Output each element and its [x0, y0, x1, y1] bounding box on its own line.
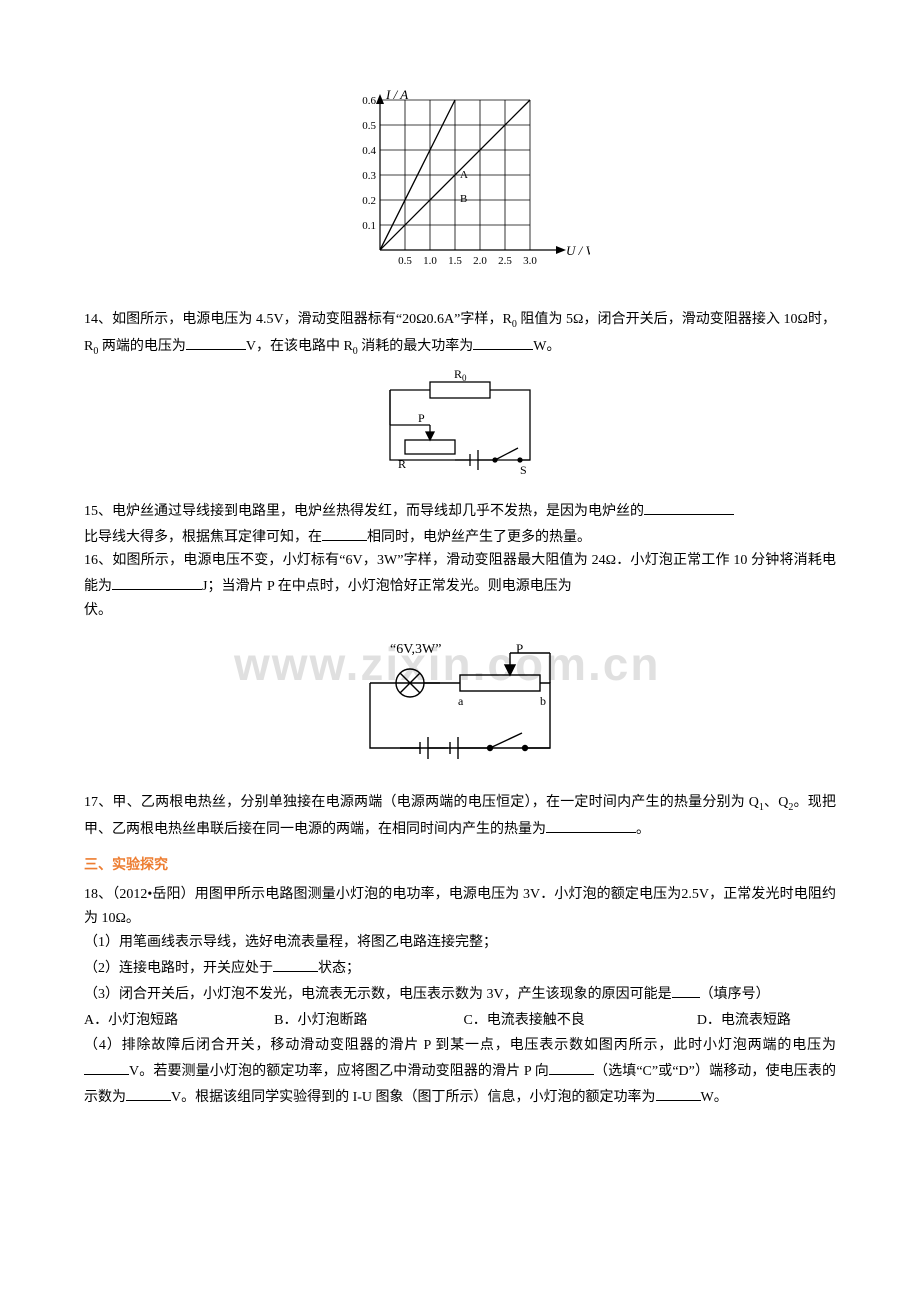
iu-chart-svg: A B 0.1 0.2 0.3 0.4 0.5 0.6 0.5 1.0 1.5 …	[330, 90, 590, 290]
iu-chart-figure: A B 0.1 0.2 0.3 0.4 0.5 0.6 0.5 1.0 1.5 …	[84, 90, 836, 290]
q14-blank1[interactable]	[186, 333, 246, 350]
q18-p3-blank[interactable]	[672, 981, 700, 998]
svg-text:0.5: 0.5	[362, 120, 376, 132]
q18-p4-blank2[interactable]	[549, 1058, 594, 1075]
choice-a[interactable]: A．小灯泡短路	[84, 1009, 178, 1033]
q18-choices: A．小灯泡短路 B．小灯泡断路 C．电流表接触不良 D．电流表短路	[84, 1009, 836, 1033]
q16-text: 16、如图所示，电源电压不变，小灯标有“6V，3W”字样，滑动变阻器最大阻值为 …	[84, 549, 836, 622]
q18-p2: （2）连接电路时，开关应处于状态；	[84, 955, 836, 981]
svg-text:0.3: 0.3	[362, 170, 376, 182]
q18-p2-blank[interactable]	[273, 955, 318, 972]
svg-text:0.4: 0.4	[362, 145, 376, 157]
svg-text:0.2: 0.2	[362, 195, 376, 207]
choice-d[interactable]: D．电流表短路	[697, 1009, 791, 1033]
x-axis-label: U / V	[566, 243, 590, 258]
q17-blank[interactable]	[546, 816, 636, 833]
svg-text:S: S	[520, 463, 527, 477]
svg-text:3.0: 3.0	[523, 255, 537, 267]
y-axis-label: I / A	[385, 90, 408, 102]
svg-text:“6V,3W”: “6V,3W”	[390, 642, 441, 657]
choice-c[interactable]: C．电流表接触不良	[463, 1009, 584, 1033]
q16-circuit-svg: “6V,3W” P a b	[330, 633, 590, 773]
svg-text:P: P	[418, 411, 425, 425]
q15-blank2[interactable]	[322, 524, 367, 541]
svg-text:P: P	[516, 641, 523, 656]
q18-p3: （3）闭合开关后，小灯泡不发光，电流表无示数，电压表示数为 3V，产生该现象的原…	[84, 981, 836, 1007]
chart-label-a: A	[460, 169, 468, 181]
q18-p4: （4）排除故障后闭合开关，移动滑动变阻器的滑片 P 到某一点，电压表示数如图丙所…	[84, 1034, 836, 1110]
svg-text:1.5: 1.5	[448, 255, 462, 267]
q18-p4-blank3[interactable]	[126, 1084, 171, 1101]
q14-blank2[interactable]	[473, 333, 533, 350]
q14-text: 14、如图所示，电源电压为 4.5V，滑动变阻器标有“20Ω0.6A”字样，R0…	[84, 308, 836, 360]
svg-text:R0: R0	[454, 370, 467, 383]
svg-text:2.5: 2.5	[498, 255, 512, 267]
q17-text: 17、甲、乙两根电热丝，分别单独接在电源两端（电源两端的电压恒定），在一定时间内…	[84, 791, 836, 842]
q14-circuit-figure: R0 P R S	[84, 370, 836, 480]
choice-b[interactable]: B．小灯泡断路	[274, 1009, 367, 1033]
section3-heading: 三、实验探究	[84, 854, 836, 878]
q15-text: 15、电炉丝通过导线接到电路里，电炉丝热得发红，而导线却几乎不发热，是因为电炉丝…	[84, 498, 836, 550]
q18-p4-blank1[interactable]	[84, 1058, 129, 1075]
q16-circuit-figure: www.zixin.com.cn “6V,3W” P a b	[84, 633, 836, 773]
q18-p1: （1）用笔画线表示导线，选好电流表量程，将图乙电路连接完整；	[84, 931, 836, 955]
svg-text:0.5: 0.5	[398, 255, 412, 267]
q14-circuit-svg: R0 P R S	[360, 370, 560, 480]
q16-blank1[interactable]	[112, 573, 202, 590]
svg-text:2.0: 2.0	[473, 255, 487, 267]
svg-text:b: b	[540, 694, 546, 708]
svg-text:R: R	[398, 457, 406, 471]
svg-text:0.6: 0.6	[362, 95, 376, 107]
q15-blank1[interactable]	[644, 498, 734, 515]
chart-label-b: B	[460, 193, 467, 205]
svg-text:a: a	[458, 694, 464, 708]
q18-line1: 18、（2012•岳阳）用图甲所示电路图测量小灯泡的电功率，电源电压为 3V．小…	[84, 883, 836, 931]
svg-text:0.1: 0.1	[362, 220, 376, 232]
svg-text:1.0: 1.0	[423, 255, 437, 267]
q18-p4-blank4[interactable]	[656, 1084, 701, 1101]
